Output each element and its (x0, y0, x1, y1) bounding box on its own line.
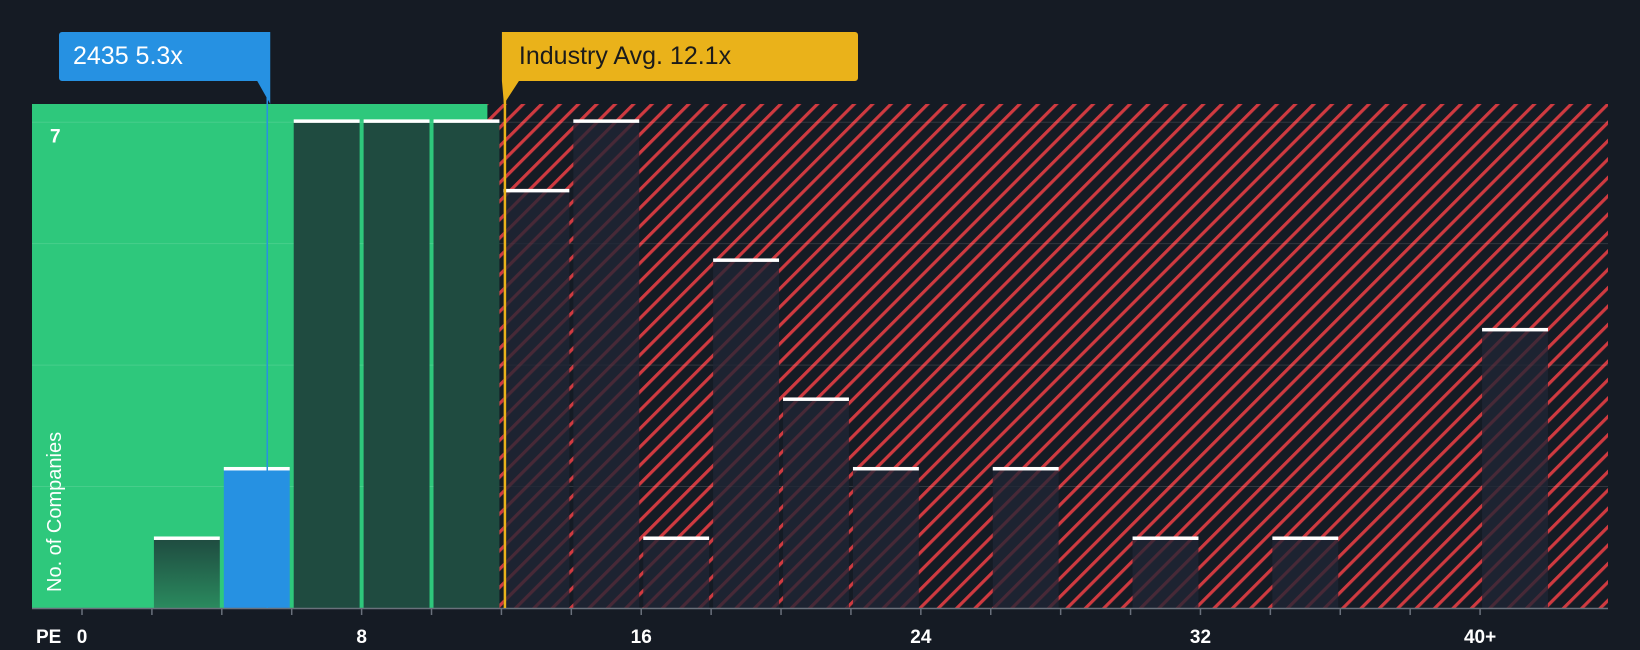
industry-average-label: Industry Avg. 12.1x (519, 42, 732, 70)
histogram-bar (992, 468, 1059, 608)
bar-cap (1132, 536, 1199, 540)
bar-cap (783, 397, 849, 401)
bar-cap (852, 466, 919, 471)
bar-cap (1482, 327, 1548, 332)
histogram-bar (293, 121, 360, 609)
x-tick-label: 24 (910, 627, 932, 648)
x-tick-label: 40+ (1464, 627, 1496, 648)
y-tick-label: 7 (50, 126, 61, 147)
industry-average-marker: Industry Avg. 12.1x (501, 32, 858, 608)
x-tick-label: 32 (1190, 627, 1211, 648)
bar-cap (713, 258, 780, 262)
x-axis-ticks: 0 8 16 24 32 40+ (77, 608, 1496, 648)
company-callout (59, 32, 271, 104)
histogram-bar (153, 538, 220, 608)
histogram-bar (433, 121, 500, 609)
bar-cap (503, 188, 570, 193)
histogram-bar (713, 260, 780, 608)
bar-cap (1272, 536, 1339, 540)
histogram-bar (223, 468, 290, 608)
histogram-bar (503, 190, 570, 608)
x-tick-label: 8 (356, 627, 367, 648)
bars (153, 119, 1548, 609)
histogram-bar (573, 121, 640, 609)
histogram-bar (852, 468, 919, 608)
histogram-bar (643, 538, 710, 608)
x-tick-label: 0 (77, 627, 88, 648)
bar-cap (992, 466, 1059, 471)
bar-cap (293, 119, 360, 123)
company-marker: 2435 5.3x (59, 32, 271, 608)
industry-average-callout (501, 32, 858, 104)
histogram-bar (1272, 538, 1339, 608)
x-tick-label: 16 (631, 627, 652, 648)
histogram-bar (363, 121, 430, 609)
bar-cap (643, 536, 710, 540)
company-pe-label: 2435 5.3x (73, 42, 183, 70)
histogram-bar (1482, 329, 1548, 608)
y-axis-label: No. of Companies (44, 432, 66, 592)
x-axis-label: PE (36, 627, 61, 648)
bar-cap (573, 119, 640, 123)
histogram-bar (783, 399, 849, 608)
bar-cap (433, 119, 500, 123)
bar-cap (363, 119, 430, 123)
bar-cap (223, 466, 290, 471)
bar-cap (153, 536, 220, 540)
histogram-bar (1132, 538, 1199, 608)
